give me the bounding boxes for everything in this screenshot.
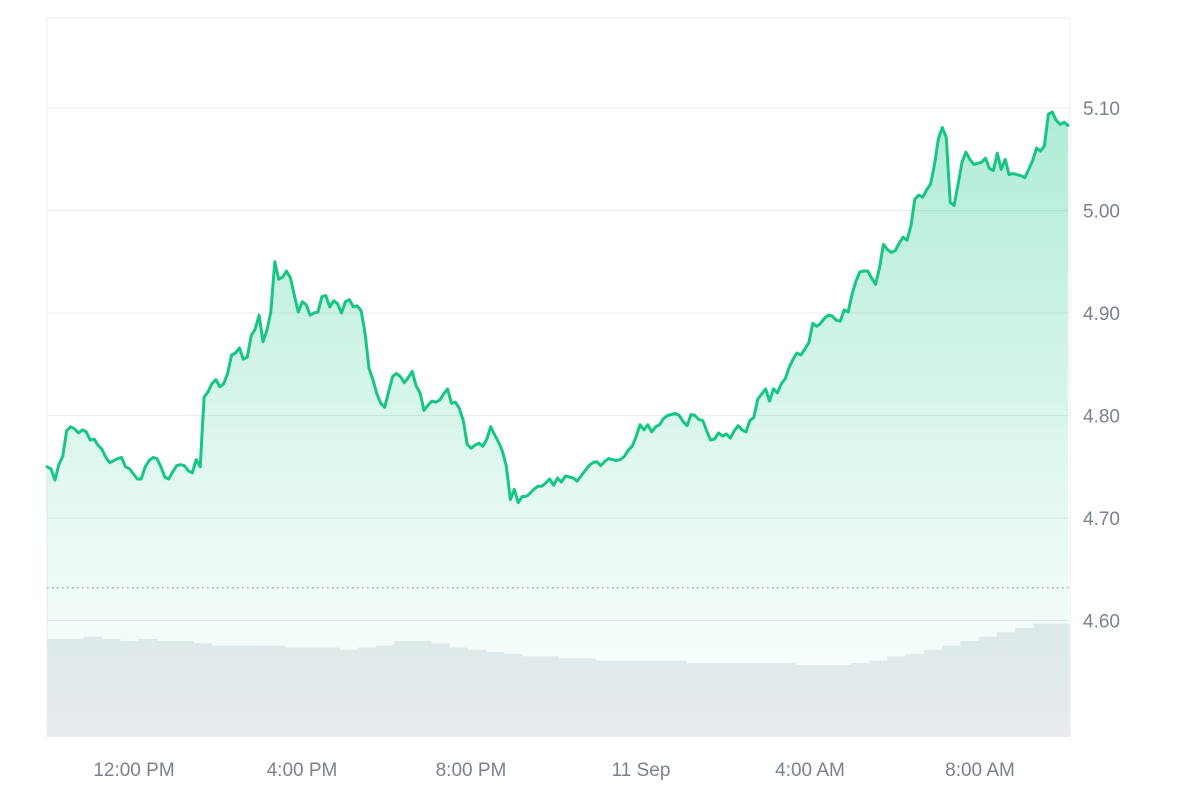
- x-tick-label-3: 11 Sep: [612, 760, 671, 781]
- x-tick-label-2: 8:00 PM: [436, 760, 507, 781]
- x-tick-label-0: 12:00 PM: [93, 760, 174, 781]
- x-tick-label-5: 8:00 AM: [945, 760, 1015, 781]
- price-area-fill: [47, 112, 1068, 738]
- y-tick-label-2: 4.90: [1083, 304, 1120, 325]
- y-tick-label-1: 5.00: [1083, 202, 1120, 223]
- x-tick-label-4: 4:00 AM: [775, 760, 845, 781]
- x-tick-label-1: 4:00 PM: [267, 760, 338, 781]
- price-line: [45, 110, 1070, 505]
- y-tick-label-0: 5.10: [1083, 99, 1120, 120]
- y-tick-label-5: 4.60: [1083, 612, 1120, 633]
- y-tick-label-3: 4.80: [1083, 407, 1120, 428]
- y-tick-label-4: 4.70: [1083, 509, 1120, 530]
